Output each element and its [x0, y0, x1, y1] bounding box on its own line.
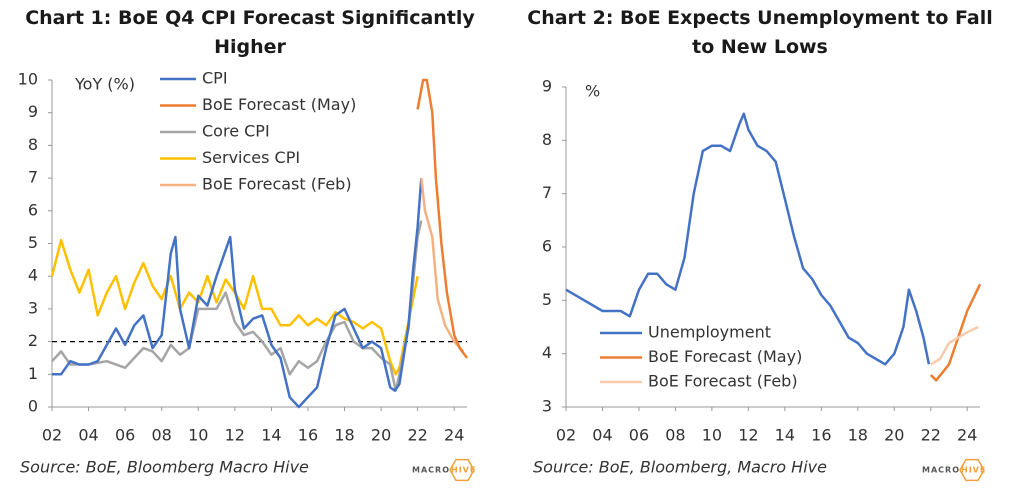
x-tick-label: 18 — [848, 426, 868, 445]
series-line — [929, 283, 982, 382]
source-note: Source: BoE, Bloomberg Macro Hive — [20, 458, 309, 477]
legend-label: BoE Forecast (Feb) — [202, 175, 352, 194]
x-tick-label: 22 — [921, 426, 941, 445]
logo-text: MACRO — [922, 466, 960, 475]
y-tick-label: 6 — [28, 200, 38, 219]
x-tick-label: 04 — [78, 426, 98, 445]
series-line — [565, 112, 931, 366]
x-tick-label: 10 — [702, 426, 722, 445]
series-line — [416, 78, 469, 359]
y-tick-label: 9 — [28, 102, 38, 121]
y-axis-label: YoY (%) — [74, 75, 135, 94]
x-tick-label: 20 — [884, 426, 904, 445]
y-tick-label: 5 — [542, 290, 552, 309]
x-tick-label: 12 — [738, 426, 758, 445]
x-tick-label: 06 — [629, 426, 649, 445]
y-tick-label: 3 — [542, 397, 552, 416]
x-tick-label: 08 — [665, 426, 685, 445]
x-tick-label: 02 — [42, 426, 62, 445]
x-tick-label: 20 — [371, 426, 391, 445]
x-tick-label: 18 — [334, 426, 354, 445]
series-line — [52, 178, 423, 409]
x-tick-label: 22 — [407, 426, 427, 445]
logo-text: HIVE — [451, 466, 476, 475]
x-tick-label: 02 — [556, 426, 576, 445]
y-tick-label: 7 — [28, 168, 38, 187]
y-tick-label: 0 — [28, 397, 38, 416]
x-tick-label: 14 — [261, 426, 281, 445]
y-tick-label: 3 — [28, 298, 38, 317]
x-tick-label: 06 — [115, 426, 135, 445]
x-tick-label: 08 — [152, 426, 172, 445]
y-tick-label: 9 — [542, 77, 552, 96]
chart-title: Chart 1: BoE Q4 CPI Forecast Significant… — [25, 7, 475, 58]
series-line — [420, 177, 465, 353]
legend-label: Unemployment — [648, 323, 771, 342]
legend-label: BoE Forecast (May) — [648, 347, 802, 366]
logo-text: MACRO — [412, 466, 450, 475]
y-axis-label: % — [585, 82, 600, 101]
y-tick-label: 6 — [542, 237, 552, 256]
y-tick-label: 10 — [18, 70, 38, 89]
legend-label: BoE Forecast (Feb) — [648, 372, 798, 391]
series-line — [930, 325, 979, 366]
y-tick-label: 7 — [542, 183, 552, 202]
x-tick-label: 24 — [444, 426, 464, 445]
x-tick-label: 04 — [592, 426, 612, 445]
x-tick-label: 24 — [957, 426, 977, 445]
x-tick-label: 14 — [775, 426, 795, 445]
y-tick-label: 4 — [542, 343, 552, 362]
x-tick-label: 10 — [188, 426, 208, 445]
x-tick-label: 16 — [811, 426, 831, 445]
logo-hexagon — [449, 458, 475, 482]
series-line — [50, 238, 419, 376]
legend-label: Core CPI — [202, 122, 270, 141]
y-tick-label: 2 — [28, 331, 38, 350]
x-tick-label: 12 — [225, 426, 245, 445]
x-tick-label: 16 — [298, 426, 318, 445]
y-tick-label: 8 — [28, 135, 38, 154]
legend-label: Services CPI — [202, 148, 300, 167]
y-tick-label: 5 — [28, 233, 38, 252]
logo-text: HIVE — [961, 466, 986, 475]
logo-hexagon — [959, 458, 985, 482]
chart-title: Chart 2: BoE Expects Unemployment to Fal… — [527, 7, 993, 58]
legend-label: BoE Forecast (May) — [202, 95, 356, 114]
y-tick-label: 4 — [28, 266, 38, 285]
source-note: Source: BoE, Bloomberg, Macro Hive — [533, 458, 827, 477]
series-line — [51, 220, 423, 392]
y-tick-label: 1 — [28, 364, 38, 383]
y-tick-label: 8 — [542, 130, 552, 149]
legend-label: CPI — [202, 69, 228, 88]
